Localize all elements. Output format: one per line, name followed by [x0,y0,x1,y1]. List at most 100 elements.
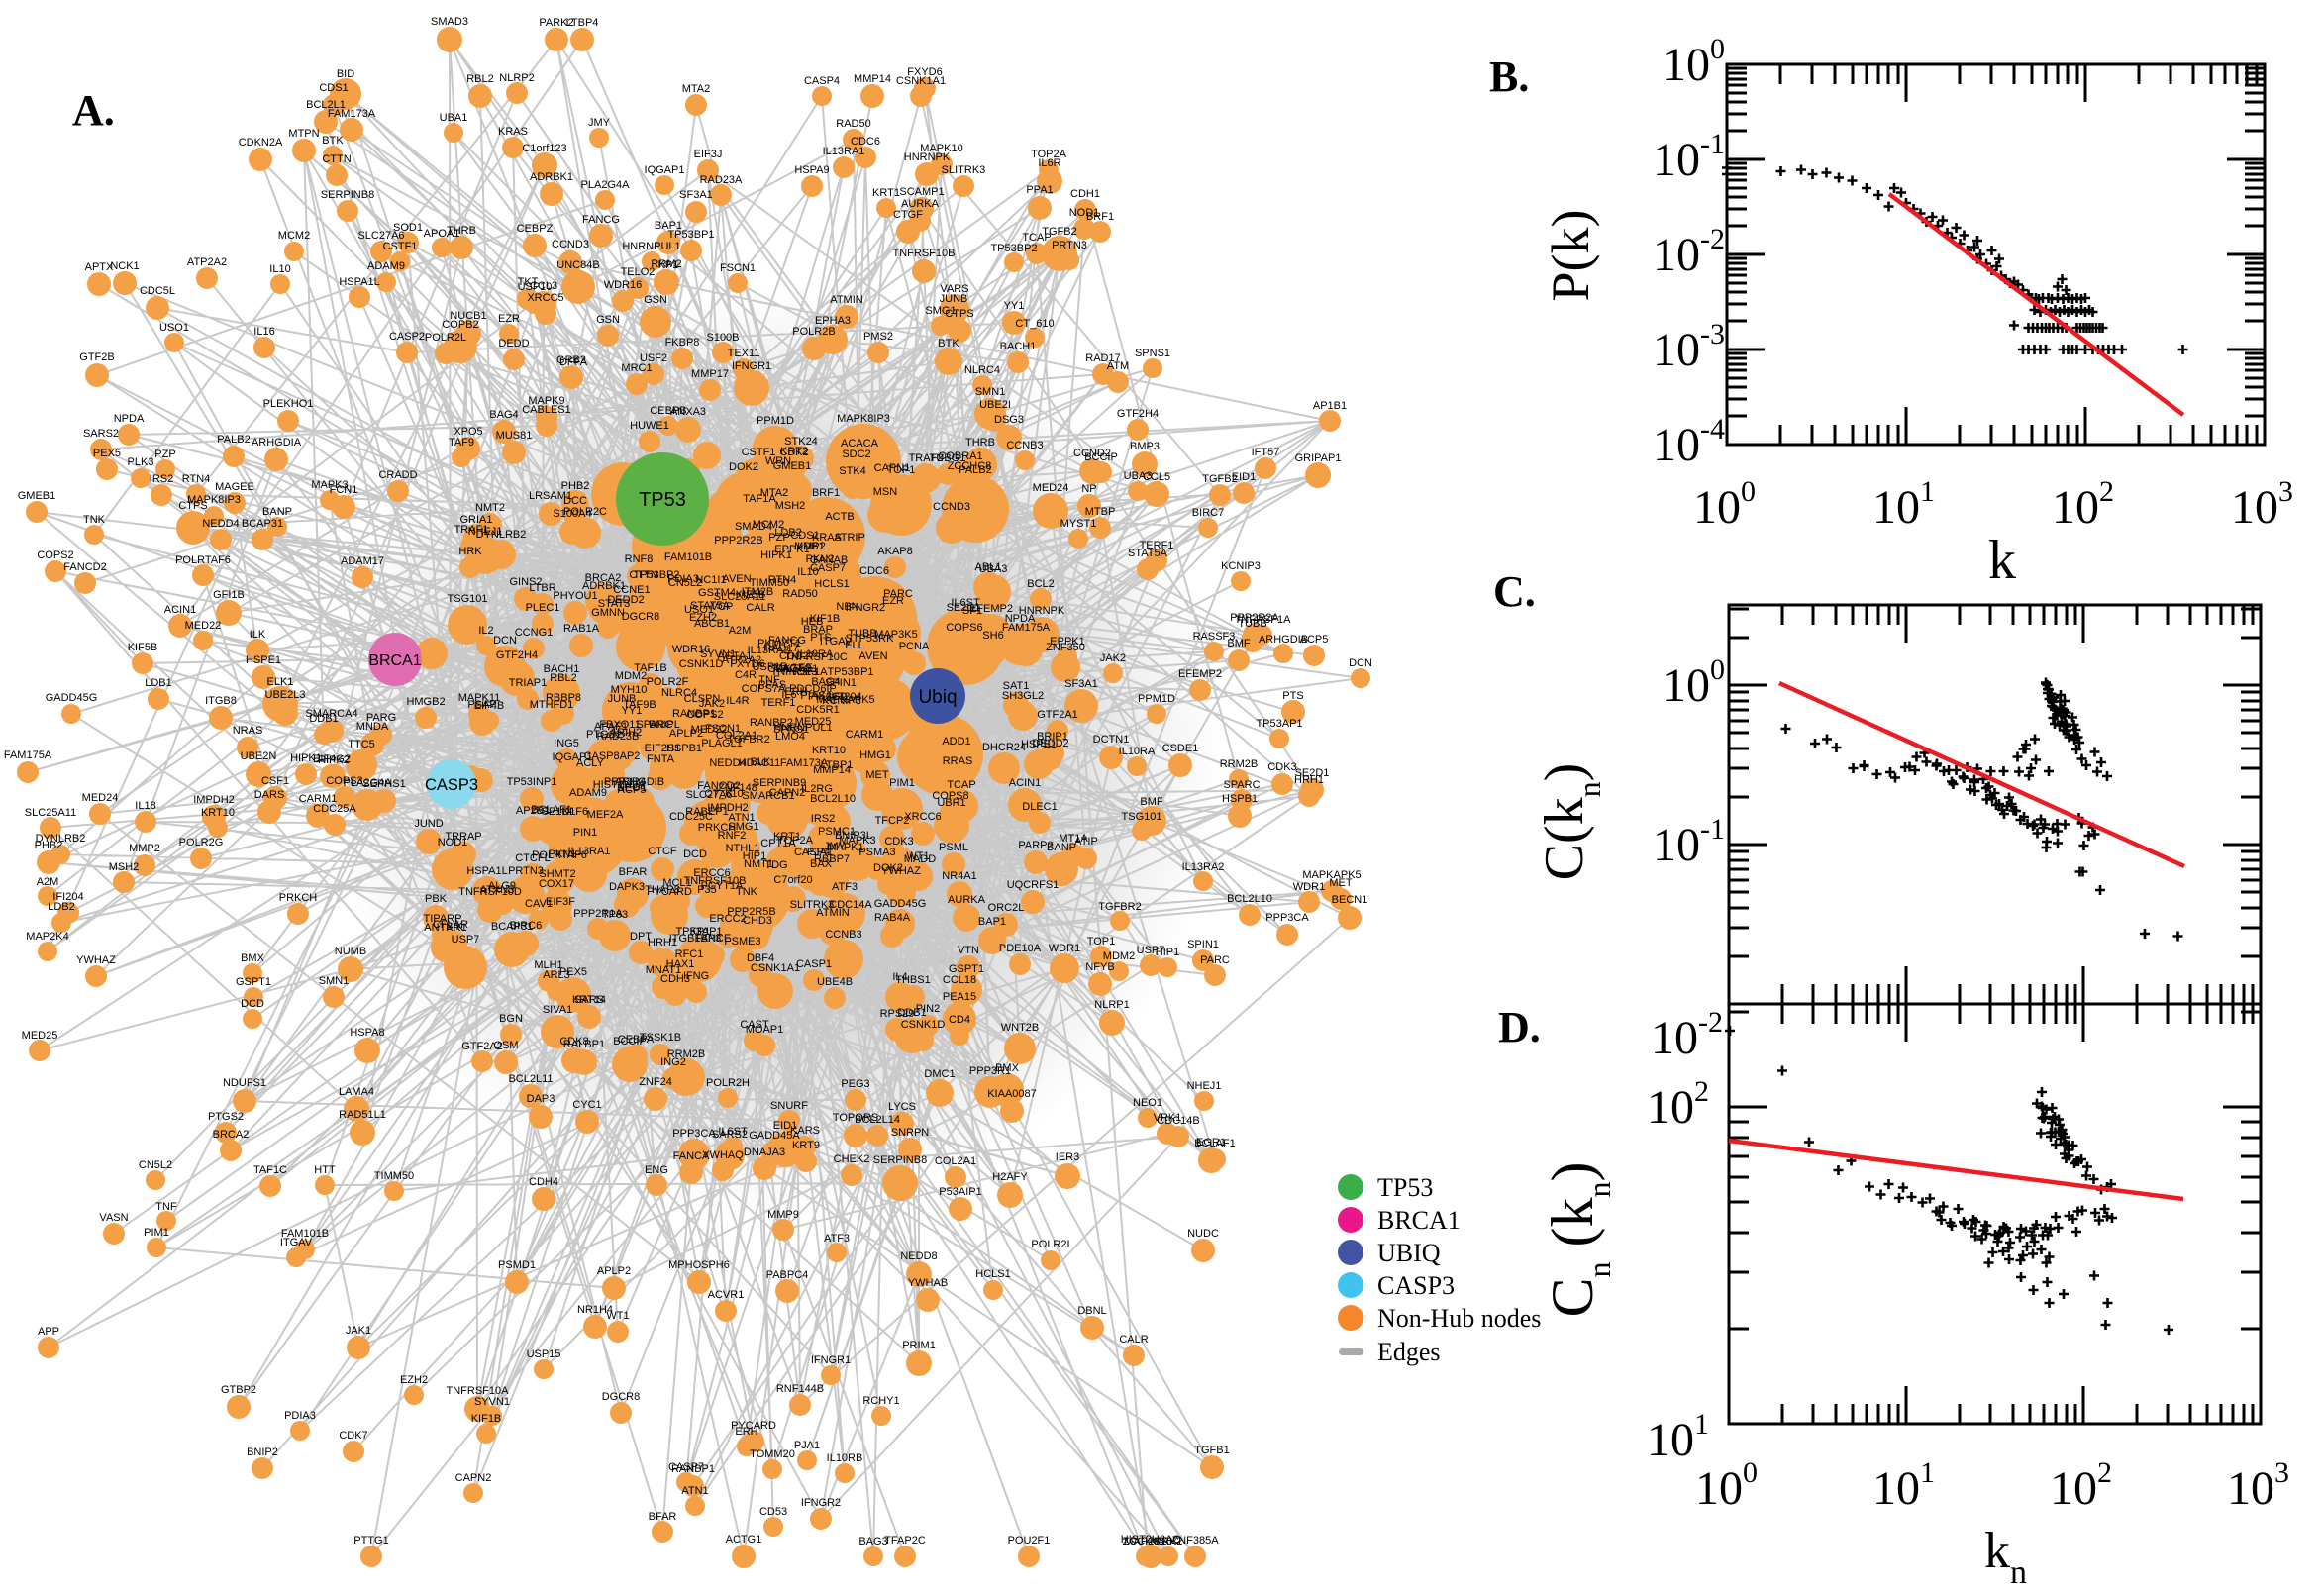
svg-text:CCNE1: CCNE1 [613,584,650,596]
svg-text:SMARCB1: SMARCB1 [742,790,794,802]
svg-text:CEBPA: CEBPA [618,1034,655,1046]
svg-text:PPP2R5B: PPP2R5B [727,906,776,918]
svg-text:PRKCH: PRKCH [698,822,737,834]
svg-text:AURKA: AURKA [901,198,940,210]
svg-text:NR1H4: NR1H4 [577,1304,613,1316]
svg-text:PPM1D: PPM1D [1138,693,1175,705]
svg-text:USF2: USF2 [640,352,667,364]
svg-text:ARIH2: ARIH2 [610,727,642,739]
svg-text:PIM1: PIM1 [144,1227,169,1239]
svg-text:JMY: JMY [824,841,847,852]
svg-text:BIRC6: BIRC6 [510,920,542,932]
svg-text:THRB: THRB [447,225,476,237]
svg-text:JUND: JUND [414,818,443,830]
svg-text:EZR: EZR [882,595,904,607]
svg-text:PLEKHO1: PLEKHO1 [263,398,314,410]
svg-text:PPM1D: PPM1D [757,415,794,427]
svg-text:MAPKAPK5: MAPKAPK5 [1302,869,1361,881]
svg-text:BCLAF1: BCLAF1 [1194,1138,1236,1149]
svg-text:COX17: COX17 [539,878,574,890]
svg-text:BAX: BAX [810,858,833,870]
svg-text:ADAM9: ADAM9 [367,260,405,272]
svg-text:EGR1: EGR1 [1196,1137,1226,1148]
svg-text:MED24: MED24 [82,792,119,804]
svg-text:TNFRSF1A: TNFRSF1A [1235,614,1292,626]
svg-text:PZP: PZP [154,449,175,460]
svg-text:PLAGL1: PLAGL1 [701,738,743,749]
svg-text:SIVA1: SIVA1 [543,1004,572,1016]
svg-text:LTBR: LTBR [529,582,556,594]
svg-text:PBK: PBK [425,893,448,905]
svg-text:XPO5: XPO5 [454,426,482,438]
svg-text:CSTF1: CSTF1 [742,447,776,458]
svg-text:HSPB1: HSPB1 [666,743,702,754]
svg-text:NLRC4: NLRC4 [964,364,1000,376]
svg-text:ANTXR1: ANTXR1 [424,922,466,934]
svg-text:CTTN: CTTN [629,569,657,581]
svg-text:IL2RG: IL2RG [801,783,833,795]
svg-text:MRC1: MRC1 [621,362,652,374]
svg-text:BIRC7: BIRC7 [1192,507,1224,519]
svg-text:CASP7: CASP7 [668,1461,704,1473]
svg-text:ATM: ATM [1107,360,1129,372]
svg-text:CASP3: CASP3 [1377,1271,1455,1300]
svg-text:GTBP2: GTBP2 [221,1384,256,1396]
svg-text:AURKA: AURKA [948,894,986,906]
svg-text:MAPK1: MAPK1 [827,842,863,853]
svg-text:PYCARD: PYCARD [647,886,692,898]
svg-text:MTA2: MTA2 [682,83,711,95]
svg-text:PABPC4: PABPC4 [766,1269,809,1281]
svg-text:TIMM50: TIMM50 [374,1170,414,1182]
svg-text:VTN: VTN [958,945,979,956]
svg-text:KCNIP3: KCNIP3 [1221,560,1261,572]
svg-text:FAM101B: FAM101B [664,551,712,563]
svg-text:CTGF: CTGF [893,209,923,221]
svg-text:HUWE1: HUWE1 [630,420,669,432]
svg-text:BCCIP: BCCIP [1084,451,1118,463]
svg-text:RRM2B: RRM2B [1220,758,1259,770]
svg-text:MSN: MSN [873,486,898,498]
svg-text:MAPKAPK5: MAPKAPK5 [816,694,874,706]
svg-text:FANCE: FANCE [695,933,732,945]
svg-text:PDE10A: PDE10A [999,943,1042,954]
svg-text:SE2D1: SE2D1 [947,602,981,614]
svg-text:NEO1: NEO1 [1133,1097,1162,1109]
svg-text:CASP3: CASP3 [425,776,478,794]
svg-text:ITM2B: ITM2B [742,586,773,598]
svg-text:DEDD2: DEDD2 [607,594,644,606]
svg-text:DBF4: DBF4 [747,952,774,964]
svg-text:CSNK1D: CSNK1D [679,658,724,670]
svg-text:GTF2A1: GTF2A1 [1037,709,1078,721]
svg-text:KRT10: KRT10 [812,745,846,756]
svg-text:BTK: BTK [938,338,960,349]
svg-text:TUBB: TUBB [1238,618,1266,630]
svg-text:HNRNPUL1: HNRNPUL1 [622,241,680,252]
svg-text:CTPS: CTPS [178,500,207,512]
svg-text:ARL3: ARL3 [543,969,570,981]
svg-text:COPS6: COPS6 [946,622,982,634]
svg-text:CDS1: CDS1 [790,530,819,542]
svg-text:P53AIP1: P53AIP1 [939,1186,981,1198]
svg-text:SE1D1: SE1D1 [542,806,576,818]
svg-text:BLK: BLK [751,756,771,768]
svg-text:KLF6: KLF6 [562,806,588,818]
svg-text:RAD17: RAD17 [763,643,798,654]
svg-text:CASP7: CASP7 [810,562,846,574]
svg-text:HSPE1: HSPE1 [1021,739,1057,750]
svg-text:USP7: USP7 [1137,945,1165,956]
svg-text:Edges: Edges [1377,1338,1441,1366]
svg-text:CYC1: CYC1 [572,1099,601,1111]
svg-text:MTA2: MTA2 [760,487,789,499]
svg-text:IL6ST: IL6ST [951,597,980,609]
svg-text:STP53RK: STP53RK [846,633,895,645]
svg-text:MAPK8IP3: MAPK8IP3 [187,494,241,506]
svg-text:NHEJ1: NHEJ1 [1187,1080,1222,1092]
svg-text:TGFBR2: TGFBR2 [727,734,769,746]
svg-text:DARS: DARS [254,789,285,801]
svg-text:ATXN3: ATXN3 [480,884,515,896]
svg-text:PIN2: PIN2 [916,1003,940,1015]
svg-text:PDCD6IP: PDCD6IP [789,683,837,695]
svg-text:EIF2S1: EIF2S1 [645,743,681,754]
svg-text:PCYT1A: PCYT1A [701,880,744,892]
svg-text:k: k [1988,530,2016,591]
